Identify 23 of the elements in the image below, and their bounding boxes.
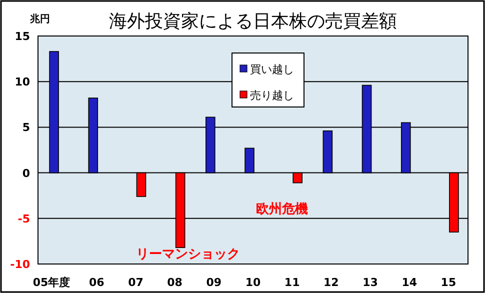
legend-label: 買い越し <box>250 63 294 76</box>
x-tick-label: 14 <box>402 276 418 289</box>
x-tick-label: 13 <box>362 276 378 289</box>
annotation: リーマンショック <box>136 247 240 262</box>
x-tick-label: 09 <box>206 276 222 289</box>
y-tick-label: 15 <box>14 30 30 43</box>
y-tick-label: 10 <box>14 76 30 89</box>
x-tick-label: 10 <box>245 276 261 289</box>
x-tick-label: 08 <box>167 276 182 289</box>
x-tick-label: 05年度 <box>32 276 70 289</box>
x-tick-label: 12 <box>324 276 339 289</box>
x-tick-label: 15 <box>440 276 456 289</box>
y-tick-label: 5 <box>22 121 30 134</box>
annotation: 欧州危機 <box>256 202 308 217</box>
y-axis-title: 兆円 <box>29 13 50 25</box>
y-tick-label: -5 <box>18 212 30 226</box>
y-tick-label: 0 <box>22 166 30 180</box>
x-tick-label: 06 <box>88 276 105 289</box>
y-tick-label: -10 <box>10 258 30 271</box>
x-tick-label: 07 <box>128 276 144 289</box>
chart-title: 海外投資家による日本株の売買差額 <box>109 11 397 32</box>
legend-label: 売り越し <box>250 89 294 102</box>
x-tick-label: 11 <box>284 276 300 289</box>
